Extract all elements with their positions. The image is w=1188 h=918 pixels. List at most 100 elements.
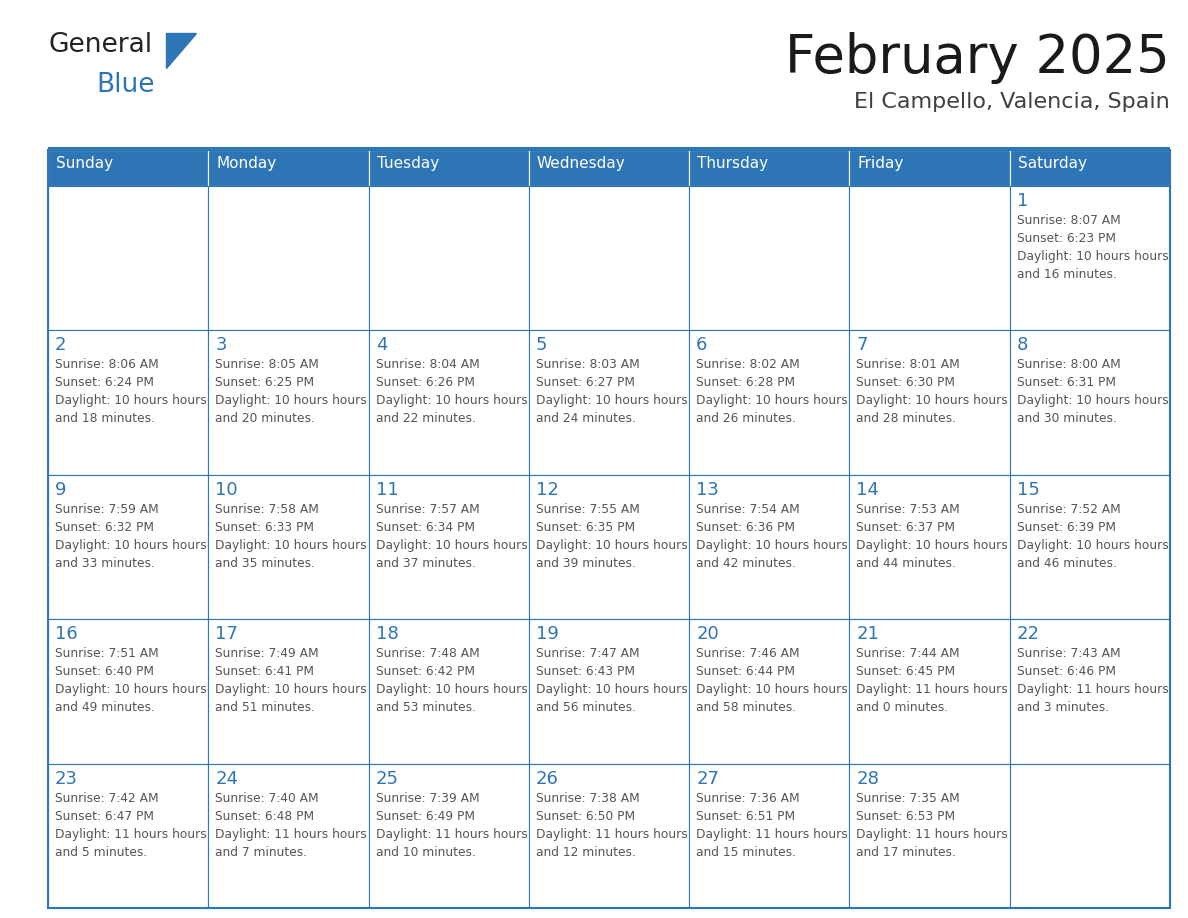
Text: and 46 minutes.: and 46 minutes. xyxy=(1017,557,1117,570)
Text: and 56 minutes.: and 56 minutes. xyxy=(536,701,636,714)
Text: Sunrise: 7:46 AM: Sunrise: 7:46 AM xyxy=(696,647,800,660)
Text: Daylight: 10 hours hours: Daylight: 10 hours hours xyxy=(1017,539,1169,552)
Text: Sunset: 6:31 PM: Sunset: 6:31 PM xyxy=(1017,376,1116,389)
Text: Daylight: 11 hours hours: Daylight: 11 hours hours xyxy=(375,828,527,841)
Text: Daylight: 11 hours hours: Daylight: 11 hours hours xyxy=(1017,683,1169,696)
Text: Sunset: 6:36 PM: Sunset: 6:36 PM xyxy=(696,521,795,533)
Text: Daylight: 10 hours hours: Daylight: 10 hours hours xyxy=(375,395,527,408)
Text: Daylight: 10 hours hours: Daylight: 10 hours hours xyxy=(857,395,1009,408)
Text: and 44 minutes.: and 44 minutes. xyxy=(857,557,956,570)
Text: Daylight: 10 hours hours: Daylight: 10 hours hours xyxy=(55,395,207,408)
Text: Sunrise: 7:35 AM: Sunrise: 7:35 AM xyxy=(857,791,960,804)
Text: Sunset: 6:33 PM: Sunset: 6:33 PM xyxy=(215,521,315,533)
Text: Daylight: 11 hours hours: Daylight: 11 hours hours xyxy=(536,828,688,841)
Text: and 5 minutes.: and 5 minutes. xyxy=(55,845,147,858)
Text: Daylight: 10 hours hours: Daylight: 10 hours hours xyxy=(215,539,367,552)
Text: 17: 17 xyxy=(215,625,238,644)
Text: 18: 18 xyxy=(375,625,398,644)
Text: Sunset: 6:42 PM: Sunset: 6:42 PM xyxy=(375,666,474,678)
Text: and 53 minutes.: and 53 minutes. xyxy=(375,701,475,714)
Text: 1: 1 xyxy=(1017,192,1028,210)
Text: 27: 27 xyxy=(696,769,719,788)
Text: 28: 28 xyxy=(857,769,879,788)
Text: Sunrise: 7:43 AM: Sunrise: 7:43 AM xyxy=(1017,647,1120,660)
Text: 19: 19 xyxy=(536,625,558,644)
Text: Daylight: 10 hours hours: Daylight: 10 hours hours xyxy=(1017,395,1169,408)
Text: 4: 4 xyxy=(375,336,387,354)
Text: Sunrise: 8:02 AM: Sunrise: 8:02 AM xyxy=(696,358,800,372)
Text: Sunset: 6:30 PM: Sunset: 6:30 PM xyxy=(857,376,955,389)
Text: Sunset: 6:26 PM: Sunset: 6:26 PM xyxy=(375,376,474,389)
Text: 2: 2 xyxy=(55,336,67,354)
Text: Sunset: 6:27 PM: Sunset: 6:27 PM xyxy=(536,376,634,389)
Text: Daylight: 11 hours hours: Daylight: 11 hours hours xyxy=(55,828,207,841)
Text: Sunset: 6:48 PM: Sunset: 6:48 PM xyxy=(215,810,315,823)
Text: 9: 9 xyxy=(55,481,67,498)
Text: Sunrise: 7:48 AM: Sunrise: 7:48 AM xyxy=(375,647,479,660)
Text: Daylight: 10 hours hours: Daylight: 10 hours hours xyxy=(536,539,688,552)
Text: Sunrise: 7:39 AM: Sunrise: 7:39 AM xyxy=(375,791,479,804)
Text: Sunrise: 8:06 AM: Sunrise: 8:06 AM xyxy=(55,358,159,372)
Text: 12: 12 xyxy=(536,481,558,498)
Text: Sunrise: 7:51 AM: Sunrise: 7:51 AM xyxy=(55,647,159,660)
Text: 8: 8 xyxy=(1017,336,1028,354)
Text: Sunrise: 7:53 AM: Sunrise: 7:53 AM xyxy=(857,503,960,516)
Text: Sunset: 6:28 PM: Sunset: 6:28 PM xyxy=(696,376,795,389)
Text: Daylight: 10 hours hours: Daylight: 10 hours hours xyxy=(1017,250,1169,263)
Text: Daylight: 10 hours hours: Daylight: 10 hours hours xyxy=(55,683,207,696)
Text: Daylight: 10 hours hours: Daylight: 10 hours hours xyxy=(375,683,527,696)
Text: Daylight: 11 hours hours: Daylight: 11 hours hours xyxy=(857,828,1009,841)
Text: Tuesday: Tuesday xyxy=(377,156,438,171)
Text: Sunset: 6:47 PM: Sunset: 6:47 PM xyxy=(55,810,154,823)
Text: Daylight: 11 hours hours: Daylight: 11 hours hours xyxy=(857,683,1009,696)
Text: and 33 minutes.: and 33 minutes. xyxy=(55,557,154,570)
Text: 23: 23 xyxy=(55,769,78,788)
Text: Thursday: Thursday xyxy=(697,156,769,171)
Text: February 2025: February 2025 xyxy=(785,32,1170,84)
Text: Monday: Monday xyxy=(216,156,277,171)
Text: and 35 minutes.: and 35 minutes. xyxy=(215,557,315,570)
Text: 3: 3 xyxy=(215,336,227,354)
Text: Sunrise: 7:49 AM: Sunrise: 7:49 AM xyxy=(215,647,318,660)
Text: Sunset: 6:41 PM: Sunset: 6:41 PM xyxy=(215,666,315,678)
Text: Sunset: 6:34 PM: Sunset: 6:34 PM xyxy=(375,521,474,533)
Text: Daylight: 10 hours hours: Daylight: 10 hours hours xyxy=(536,395,688,408)
Text: and 37 minutes.: and 37 minutes. xyxy=(375,557,475,570)
Text: Sunrise: 8:04 AM: Sunrise: 8:04 AM xyxy=(375,358,479,372)
Text: and 7 minutes.: and 7 minutes. xyxy=(215,845,308,858)
Text: and 24 minutes.: and 24 minutes. xyxy=(536,412,636,425)
Text: and 18 minutes.: and 18 minutes. xyxy=(55,412,154,425)
Text: 24: 24 xyxy=(215,769,239,788)
Text: Sunrise: 7:57 AM: Sunrise: 7:57 AM xyxy=(375,503,479,516)
Text: Daylight: 10 hours hours: Daylight: 10 hours hours xyxy=(536,683,688,696)
Text: Sunrise: 7:40 AM: Sunrise: 7:40 AM xyxy=(215,791,318,804)
Text: Sunset: 6:23 PM: Sunset: 6:23 PM xyxy=(1017,232,1116,245)
Text: and 10 minutes.: and 10 minutes. xyxy=(375,845,475,858)
Text: and 58 minutes.: and 58 minutes. xyxy=(696,701,796,714)
Text: Sunset: 6:43 PM: Sunset: 6:43 PM xyxy=(536,666,634,678)
Text: Sunrise: 8:05 AM: Sunrise: 8:05 AM xyxy=(215,358,320,372)
Text: Sunrise: 8:00 AM: Sunrise: 8:00 AM xyxy=(1017,358,1120,372)
Text: and 51 minutes.: and 51 minutes. xyxy=(215,701,315,714)
Text: Blue: Blue xyxy=(96,72,154,98)
Text: and 3 minutes.: and 3 minutes. xyxy=(1017,701,1108,714)
Text: Daylight: 10 hours hours: Daylight: 10 hours hours xyxy=(696,683,848,696)
Text: Sunset: 6:53 PM: Sunset: 6:53 PM xyxy=(857,810,955,823)
Text: 21: 21 xyxy=(857,625,879,644)
Text: Sunrise: 7:59 AM: Sunrise: 7:59 AM xyxy=(55,503,159,516)
Text: Sunset: 6:32 PM: Sunset: 6:32 PM xyxy=(55,521,154,533)
Text: Sunrise: 7:38 AM: Sunrise: 7:38 AM xyxy=(536,791,639,804)
Text: and 17 minutes.: and 17 minutes. xyxy=(857,845,956,858)
Text: El Campello, Valencia, Spain: El Campello, Valencia, Spain xyxy=(854,92,1170,112)
Text: 25: 25 xyxy=(375,769,398,788)
Text: Sunset: 6:51 PM: Sunset: 6:51 PM xyxy=(696,810,795,823)
Text: Sunset: 6:24 PM: Sunset: 6:24 PM xyxy=(55,376,154,389)
Text: Sunrise: 7:36 AM: Sunrise: 7:36 AM xyxy=(696,791,800,804)
Text: and 22 minutes.: and 22 minutes. xyxy=(375,412,475,425)
Text: and 26 minutes.: and 26 minutes. xyxy=(696,412,796,425)
Text: Sunset: 6:25 PM: Sunset: 6:25 PM xyxy=(215,376,315,389)
Text: Saturday: Saturday xyxy=(1018,156,1087,171)
Text: Wednesday: Wednesday xyxy=(537,156,626,171)
Text: Sunrise: 7:44 AM: Sunrise: 7:44 AM xyxy=(857,647,960,660)
Text: 11: 11 xyxy=(375,481,398,498)
